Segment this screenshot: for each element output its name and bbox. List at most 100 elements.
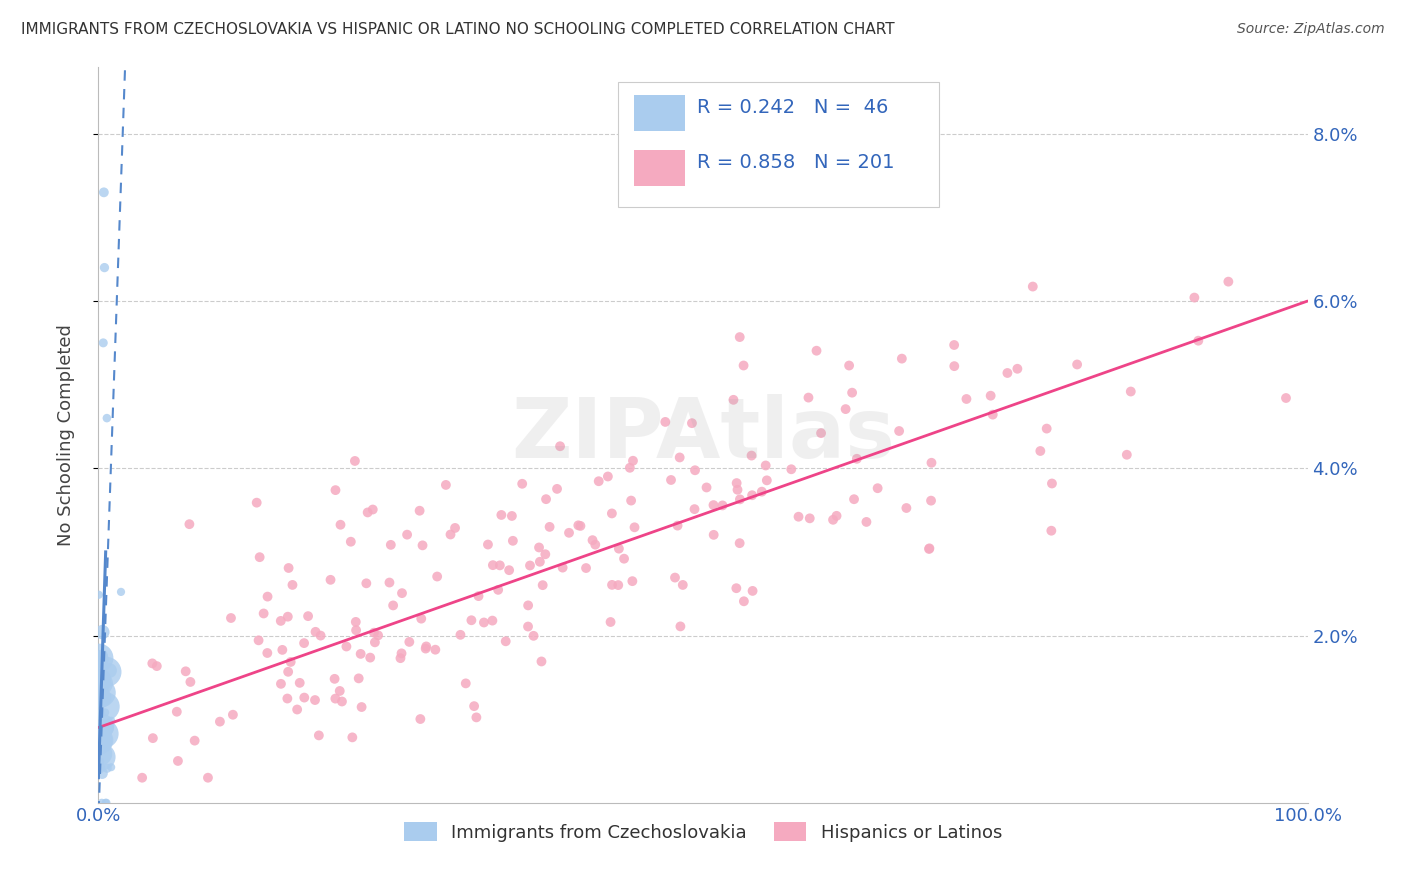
Point <box>728 492 751 507</box>
Point <box>415 641 437 656</box>
Point <box>247 633 270 648</box>
Point <box>741 583 763 598</box>
Point <box>256 646 278 660</box>
Point <box>94 706 117 720</box>
Point <box>179 675 201 690</box>
Point <box>755 474 778 488</box>
Text: ZIPAtlas: ZIPAtlas <box>510 394 896 475</box>
Point <box>89 733 111 747</box>
Point <box>702 498 724 512</box>
Point <box>799 511 821 525</box>
Point <box>755 458 778 473</box>
Point <box>87 652 110 666</box>
Point <box>91 625 114 640</box>
Point <box>87 730 110 744</box>
Point <box>567 518 589 533</box>
Point <box>1066 358 1088 372</box>
Point <box>696 480 718 494</box>
Point <box>449 628 471 642</box>
Point <box>91 335 114 350</box>
Point <box>93 186 115 200</box>
Point <box>276 691 298 706</box>
Point <box>408 504 430 518</box>
Point <box>1040 524 1063 538</box>
Point <box>434 478 457 492</box>
Text: R = 0.858   N = 201: R = 0.858 N = 201 <box>697 153 894 172</box>
Point <box>810 426 832 441</box>
FancyBboxPatch shape <box>634 150 685 186</box>
Point <box>280 655 302 669</box>
Point <box>896 501 918 516</box>
Point <box>270 614 292 628</box>
Point <box>741 488 763 502</box>
Point <box>91 648 114 663</box>
FancyBboxPatch shape <box>619 81 939 207</box>
Point <box>90 747 112 761</box>
Point <box>304 624 326 639</box>
Point <box>304 693 326 707</box>
Point <box>96 796 118 810</box>
Point <box>1007 361 1029 376</box>
Point <box>98 664 121 678</box>
Point <box>621 574 644 589</box>
Point <box>426 569 449 583</box>
Point <box>444 521 467 535</box>
Point <box>87 694 110 708</box>
Point <box>412 538 434 552</box>
Point <box>439 527 461 541</box>
Point <box>309 629 332 643</box>
Point <box>751 484 773 499</box>
Point <box>581 533 603 548</box>
Point <box>613 551 636 566</box>
Point <box>472 615 495 630</box>
Point <box>890 351 912 366</box>
Point <box>477 537 499 551</box>
Point <box>491 508 513 522</box>
Point <box>467 589 489 603</box>
Point <box>918 541 941 556</box>
Point <box>1119 384 1142 399</box>
Point <box>93 727 115 741</box>
Point <box>288 676 311 690</box>
Point <box>723 392 745 407</box>
Point <box>666 518 689 533</box>
Point <box>100 760 122 774</box>
Text: 100.0%: 100.0% <box>1274 807 1341 825</box>
Point <box>481 614 503 628</box>
Point <box>197 771 219 785</box>
Point <box>887 424 910 438</box>
Point <box>323 672 346 686</box>
Point <box>222 707 245 722</box>
Point <box>797 391 820 405</box>
Point <box>87 761 110 775</box>
Point <box>167 754 190 768</box>
Point <box>1275 391 1298 405</box>
Point <box>672 578 695 592</box>
Point <box>1035 421 1057 435</box>
Point <box>534 547 557 561</box>
Point <box>90 706 112 721</box>
Point <box>378 575 401 590</box>
Point <box>683 463 706 477</box>
Point <box>620 493 643 508</box>
Point <box>141 657 163 671</box>
Point <box>733 359 755 373</box>
Point <box>727 483 749 497</box>
Point <box>359 650 381 665</box>
Point <box>534 492 557 507</box>
Point <box>583 538 606 552</box>
Point <box>551 560 574 574</box>
Point <box>501 508 523 523</box>
Point <box>510 476 533 491</box>
Point <box>96 761 118 775</box>
Point <box>668 450 690 465</box>
Point <box>380 538 402 552</box>
Point <box>664 571 686 585</box>
Point <box>943 338 966 352</box>
Point <box>920 493 942 508</box>
Point <box>344 624 367 638</box>
Point <box>329 517 352 532</box>
Point <box>502 533 524 548</box>
Point <box>841 385 863 400</box>
Point <box>531 578 554 592</box>
